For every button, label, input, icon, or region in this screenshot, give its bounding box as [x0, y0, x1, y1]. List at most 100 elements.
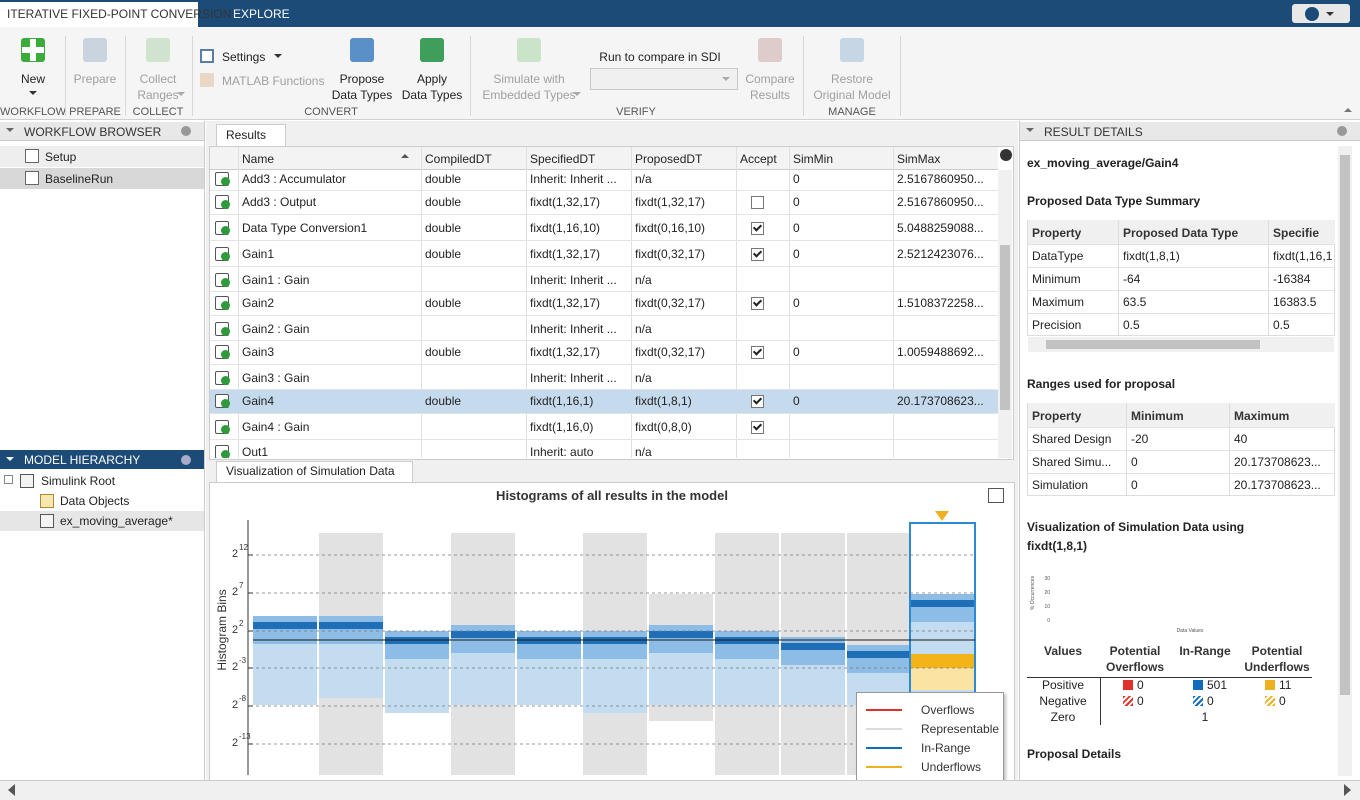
table-row[interactable]: [210, 365, 998, 390]
table-row[interactable]: [210, 341, 998, 365]
button-label[interactable]: Propose: [339, 72, 385, 86]
tree-row[interactable]: [0, 168, 204, 189]
column-divider: [238, 147, 239, 458]
table-cell: fixdt(1,8,1): [635, 394, 692, 408]
table-row[interactable]: [210, 316, 998, 341]
table-cell: Precision: [1032, 318, 1082, 332]
help-arrow: [1326, 12, 1334, 16]
column-divider: [1268, 220, 1269, 336]
table-cell: n/a: [635, 445, 652, 458]
tree-item: BaselineRun: [45, 172, 114, 186]
table-cell: Gain2 : Gain: [242, 322, 310, 336]
table-cell: 0: [1279, 694, 1286, 708]
sdi-dropdown: [590, 68, 738, 90]
column-header[interactable]: Accept: [740, 152, 777, 166]
v-scroll-thumb[interactable]: [1340, 155, 1350, 695]
table-cell: Out1: [242, 445, 269, 458]
tree-item[interactable]: ex_moving_average*: [60, 514, 173, 528]
checkbox[interactable]: [751, 222, 764, 235]
table-cell: 2.5167860950...: [897, 172, 984, 186]
button-label: Embedded Types: [482, 88, 576, 102]
button-label: Simulate with: [493, 72, 565, 86]
table-cell: 16383.5: [1273, 295, 1317, 309]
button-label: Prepare: [73, 72, 117, 86]
checkbox[interactable]: [751, 421, 764, 434]
group-separator: [192, 36, 193, 116]
column-header[interactable]: CompiledDT: [425, 152, 492, 166]
button-label[interactable]: Apply: [416, 72, 448, 86]
tree-item[interactable]: Data Objects: [60, 494, 130, 508]
group-separator: [900, 36, 901, 116]
button-label[interactable]: New: [20, 72, 46, 86]
table-row[interactable]: [210, 241, 998, 267]
table-row[interactable]: [210, 389, 998, 414]
table-cell: 0.5: [1273, 318, 1290, 332]
checkbox[interactable]: [751, 395, 764, 408]
checkbox[interactable]: [751, 297, 764, 310]
viz-tab[interactable]: [216, 461, 413, 483]
table-row[interactable]: [210, 215, 998, 241]
column-header[interactable]: SimMax: [897, 152, 941, 166]
table-body: Add3 : Accumulator double Inherit: Inherit…: [210, 170, 998, 458]
scroll-thumb[interactable]: [1000, 245, 1010, 410]
table-row[interactable]: [210, 292, 998, 316]
tree-row[interactable]: [0, 146, 204, 167]
column-header[interactable]: SpecifiedDT: [530, 152, 596, 166]
table-cell: 5.0488259088...: [897, 221, 984, 235]
table-row[interactable]: [210, 170, 998, 191]
button-label[interactable]: Data Types: [401, 88, 463, 102]
details-table-header: [1027, 220, 1335, 244]
group-separator: [803, 36, 804, 116]
group-separator: [125, 36, 126, 116]
button-label: Restore: [830, 72, 874, 86]
legend-label: In-Range: [921, 741, 971, 755]
y-tick-label: 10: [1044, 604, 1050, 610]
scroll-right: [1344, 784, 1351, 796]
details-heading: ex_moving_average/Gain4: [1027, 156, 1179, 170]
table-row[interactable]: [210, 414, 998, 440]
checkbox[interactable]: [751, 196, 764, 209]
row-icon-check: [221, 327, 230, 336]
column-header[interactable]: ProposedDT: [635, 152, 703, 166]
checkbox[interactable]: [751, 248, 764, 261]
matlab-icon: [200, 73, 214, 87]
y-tick-exponent: -13: [239, 732, 251, 741]
column-header[interactable]: Name: [242, 152, 275, 166]
table-cell: -16384: [1273, 272, 1311, 286]
button-label[interactable]: Run to compare in SDI: [599, 50, 721, 64]
tree-item[interactable]: Simulink Root: [41, 474, 116, 488]
column-header[interactable]: SimMin: [793, 152, 834, 166]
collapse-arrow: [1344, 108, 1352, 112]
table-cell: 501: [1207, 678, 1228, 692]
table-cell: double: [425, 221, 462, 235]
column-header: Underflows: [1244, 660, 1310, 674]
row-divider: [1027, 290, 1335, 291]
table-cell: fixdt(0,32,17): [635, 247, 706, 261]
values-rule: [1027, 677, 1312, 678]
table-cell: 2.5167860950...: [897, 195, 984, 209]
check-mark: [752, 346, 763, 356]
button-label[interactable]: Settings: [222, 50, 266, 64]
h-scroll-thumb[interactable]: [1046, 340, 1260, 349]
table-cell: fixdt(0,16,10): [635, 221, 706, 235]
table-cell: fixdt(1,16,1: [1273, 249, 1333, 263]
settings-arrow: [274, 54, 282, 58]
viz-options[interactable]: [988, 488, 1004, 503]
table-cell: Inherit: Inherit ...: [530, 172, 617, 186]
help-button[interactable]: [1292, 4, 1350, 23]
results-tab[interactable]: [216, 124, 286, 147]
column-header: Potential: [1109, 644, 1161, 658]
button-label[interactable]: Data Types: [331, 88, 393, 102]
section-heading: Visualization of Simulation Data using: [1027, 520, 1245, 534]
active-tab[interactable]: [0, 2, 198, 27]
add-column[interactable]: [1000, 149, 1012, 161]
table-row[interactable]: [210, 267, 998, 292]
table-cell: Gain2: [242, 296, 275, 310]
tab-label: Visualization of Simulation Data: [226, 464, 395, 478]
table-cell: 0: [1137, 694, 1144, 708]
tab-label[interactable]: EXPLORE: [233, 7, 290, 21]
table-cell: fixdt(0,32,17): [635, 296, 706, 310]
check-mark: [752, 222, 763, 232]
checkbox[interactable]: [751, 346, 764, 359]
table-row[interactable]: [210, 191, 998, 215]
